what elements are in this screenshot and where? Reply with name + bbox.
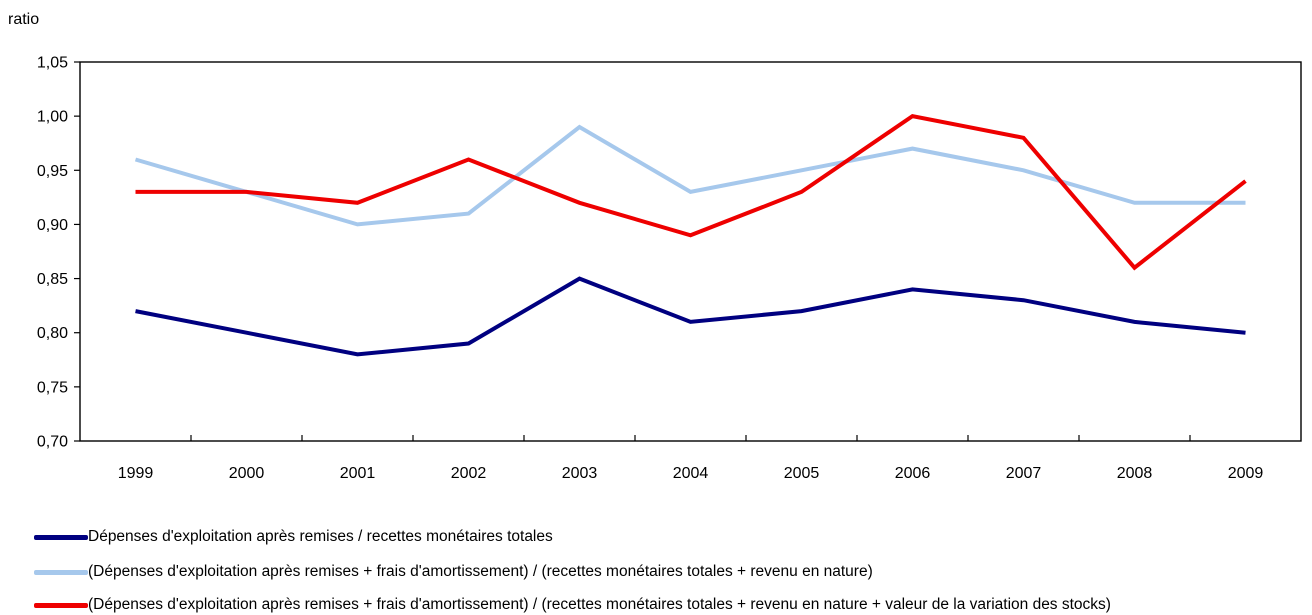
legend-swatch-red [34, 603, 88, 608]
y-tick-label: 0,85 [37, 271, 68, 288]
x-tick-label: 2002 [451, 465, 487, 482]
legend-label: Dépenses d'exploitation après remises / … [88, 528, 553, 545]
y-tick-label: 0,75 [37, 379, 68, 396]
x-tick-label: 2004 [673, 465, 709, 482]
series-line-1 [134, 124, 1246, 227]
y-tick-label: 0,80 [37, 325, 68, 342]
y-tick-label: 0,70 [37, 434, 68, 451]
legend-label: (Dépenses d'exploitation après remises +… [88, 596, 1111, 613]
x-tick-label: 2000 [229, 465, 265, 482]
series-lines [134, 113, 1247, 357]
x-tick-label: 2007 [1006, 465, 1042, 482]
y-axis: 0,70 0,75 0,80 0,85 0,90 0,95 1,00 1,05 [37, 55, 80, 451]
legend-swatch-dark-blue [34, 535, 88, 540]
series-line-2 [135, 113, 1247, 271]
y-tick-label: 1,00 [37, 109, 68, 126]
y-tick-label: 0,95 [37, 163, 68, 180]
x-axis: 1999 2000 2001 2002 2003 2004 2005 2006 2007 2008… [118, 435, 1264, 482]
x-tick-label: 2008 [1117, 465, 1153, 482]
series-line-0 [135, 276, 1246, 357]
x-tick-label: 2005 [784, 465, 820, 482]
y-tick-label: 0,90 [37, 217, 68, 234]
x-tick-label: 2003 [562, 465, 598, 482]
x-tick-label: 2009 [1228, 465, 1264, 482]
x-tick-label: 2006 [895, 465, 931, 482]
line-chart: ratio 0,70 0,75 0,80 0,85 0,90 0,95 1,00 1,05 1… [8, 11, 1302, 482]
y-tick-label: 1,05 [37, 55, 68, 72]
legend-swatch-light-blue [34, 570, 88, 575]
y-axis-title: ratio [8, 11, 39, 28]
plot-area [79, 61, 1302, 442]
x-tick-label: 1999 [118, 465, 154, 482]
legend-label: (Dépenses d'exploitation après remises +… [88, 563, 873, 580]
x-tick-label: 2001 [340, 465, 376, 482]
